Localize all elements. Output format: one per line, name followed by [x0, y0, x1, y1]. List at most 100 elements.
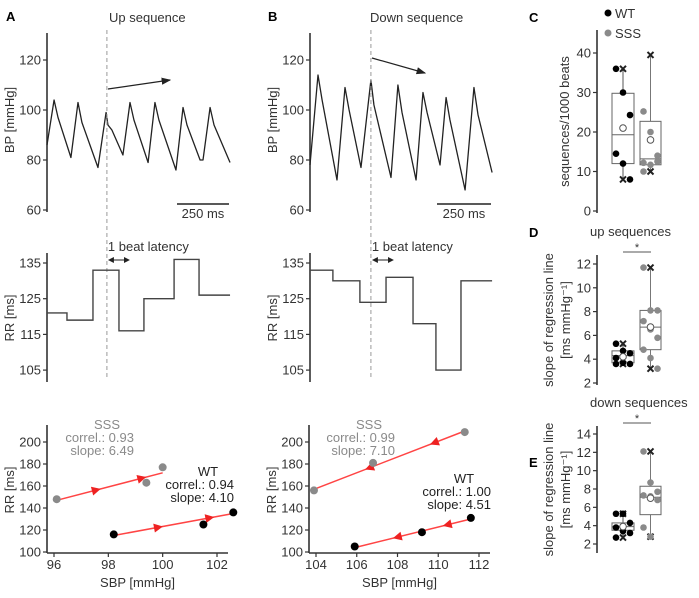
whisker-cap-marker: [619, 340, 627, 348]
data-point-sss: [647, 161, 654, 169]
scale-bar-label: 250 ms: [182, 206, 225, 221]
whisker-cap-marker: [646, 365, 655, 373]
x-tick-label: 98: [101, 557, 115, 572]
data-point-sss: [640, 317, 647, 325]
data-point-wt: [619, 347, 627, 355]
legend-dot-wt: [604, 9, 612, 17]
data-point-sss: [654, 307, 661, 314]
D_box-tick-label: 8: [584, 304, 591, 319]
data-point-wt: [109, 530, 118, 539]
data-point-sss: [640, 264, 647, 271]
slope-label: slope: 7.10: [331, 443, 395, 458]
E_box-tick-label: 10: [577, 463, 591, 478]
y-axis-unit-label: [ms mmHg⁻¹]: [558, 451, 573, 529]
mean-marker: [619, 522, 627, 531]
slope-label: slope: 4.10: [170, 490, 234, 505]
whisker-cap-marker: [619, 175, 627, 184]
data-point-sss: [654, 488, 661, 496]
data-point-sss: [640, 524, 647, 531]
data-point-sss: [647, 533, 654, 540]
data-point-sss: [640, 346, 647, 353]
panel-label-d: D: [529, 225, 538, 240]
direction-triangle: [442, 519, 453, 529]
data-point-sss: [640, 492, 647, 499]
D_box-tick-label: 6: [584, 328, 591, 343]
x-tick-label: 102: [206, 557, 228, 572]
whisker-cap-marker: [619, 65, 627, 73]
A_scatter-y-tick-label: 100: [19, 545, 41, 560]
data-point-sss: [654, 365, 661, 373]
regression-line-wt: [113, 512, 234, 537]
C_box-tick-label: 40: [577, 46, 591, 61]
x-tick-label: 112: [469, 557, 490, 572]
data-point-sss: [369, 458, 378, 467]
B_rr-tick-label: 125: [282, 291, 304, 306]
bp-axis-label: BP [mmHg]: [265, 87, 280, 153]
whisker-cap-marker: [619, 533, 627, 542]
data-point-wt: [626, 529, 634, 537]
x-tick-label: 100: [152, 557, 174, 572]
series-name: SSS: [94, 417, 120, 432]
direction-triangle: [153, 523, 163, 533]
data-point-wt: [626, 111, 634, 119]
x-tick-label: 110: [428, 557, 449, 572]
correlation-label: correl.: 0.94: [165, 477, 234, 492]
B_scatter-y-tick-label: 120: [281, 523, 303, 538]
data-point-wt: [612, 510, 620, 518]
B_scatter-y-tick-label: 180: [281, 457, 303, 472]
A_scatter-y-tick-label: 140: [19, 501, 41, 516]
data-point-sss: [640, 159, 647, 167]
regression-line-wt: [354, 518, 472, 549]
trend-arrow: [371, 57, 427, 75]
scale-bar-label: 250 ms: [443, 206, 486, 221]
data-point-wt: [350, 542, 359, 551]
y-axis-label: RR [ms]: [264, 467, 279, 514]
rr-axis-label: RR [ms]: [265, 295, 280, 342]
correlation-label: correl.: 1.00: [422, 484, 491, 499]
sequence-title: Up sequence: [109, 10, 186, 25]
mean-marker: [619, 124, 627, 132]
E_box-tick-label: 14: [577, 427, 591, 442]
panel-label-e: E: [529, 455, 538, 470]
slope-label: slope: 6.49: [70, 443, 134, 458]
data-point-sss: [309, 486, 318, 495]
data-point-wt: [612, 150, 620, 158]
C_box-tick-label: 10: [577, 164, 591, 179]
data-point-wt: [626, 360, 634, 368]
C_box-tick-label: 20: [577, 125, 591, 140]
B_bp-tick-label: 80: [290, 153, 304, 168]
x-tick-label: 104: [305, 557, 327, 572]
y-axis-unit-label: [ms mmHg⁻¹]: [558, 281, 573, 359]
data-point-sss: [647, 128, 654, 136]
A_bp-tick-label: 120: [19, 53, 41, 68]
series-name: SSS: [356, 417, 382, 432]
data-point-wt: [626, 519, 634, 527]
correlation-label: correl.: 0.93: [65, 430, 134, 445]
data-point-wt: [466, 513, 475, 522]
A_rr-tick-label: 115: [20, 327, 41, 342]
box-title: down sequences: [590, 395, 688, 410]
data-point-wt: [612, 360, 620, 368]
direction-triangle: [136, 474, 147, 484]
latency-label: 1 beat latency: [108, 239, 189, 254]
B_rr-tick-label: 105: [282, 363, 304, 378]
A_scatter-y-tick-label: 200: [19, 435, 41, 450]
whisker-cap-marker: [646, 447, 655, 456]
x-tick-label: 106: [346, 557, 368, 572]
correlation-label: correl.: 0.99: [326, 430, 395, 445]
trend-arrow: [107, 77, 172, 90]
A_scatter-y-tick-label: 160: [19, 479, 41, 494]
slope-label: slope: 4.51: [427, 497, 491, 512]
rr-step-trace: [47, 258, 231, 332]
data-point-wt: [619, 510, 627, 518]
data-point-sss: [640, 168, 647, 175]
data-point-wt: [612, 340, 620, 348]
data-point-wt: [619, 359, 627, 367]
B_bp-tick-label: 120: [282, 53, 304, 68]
B_scatter-y-tick-label: 160: [281, 479, 303, 494]
A_bp-tick-label: 100: [19, 103, 41, 118]
data-point-sss: [647, 354, 654, 362]
bp-trace: [309, 74, 493, 191]
mean-marker: [619, 353, 627, 361]
